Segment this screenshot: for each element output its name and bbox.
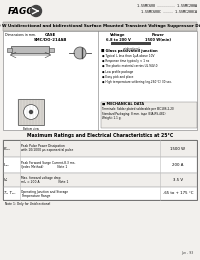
Bar <box>7 48 12 51</box>
Bar <box>49 48 54 51</box>
Bar <box>0 0 200 22</box>
Text: Weight: 1.1 g.: Weight: 1.1 g. <box>102 116 121 120</box>
Text: ● Easy pick and place: ● Easy pick and place <box>102 75 133 79</box>
Bar <box>18 99 44 125</box>
Text: ● Response time typically < 1 ns: ● Response time typically < 1 ns <box>102 59 149 63</box>
Text: ● High temperature soldering (eg.260°C/ 30 sec.: ● High temperature soldering (eg.260°C/ … <box>102 80 172 84</box>
Text: 1500 W: 1500 W <box>170 146 186 151</box>
Bar <box>3 157 197 173</box>
Text: Maximum Ratings and Electrical Characteristics at 25°C: Maximum Ratings and Electrical Character… <box>27 133 173 138</box>
Text: ● The plastic material carries UL 94V-0: ● The plastic material carries UL 94V-0 <box>102 64 158 68</box>
Text: 200 A: 200 A <box>172 163 184 167</box>
Text: Operating Junction and Storage: Operating Junction and Storage <box>21 190 68 193</box>
Bar <box>3 22 197 31</box>
Bar <box>3 140 197 200</box>
Text: Tⱼ, Tₛₜₜ: Tⱼ, Tₛₜₜ <box>4 192 16 196</box>
Text: 3.5 V: 3.5 V <box>173 178 183 182</box>
Text: V₆: V₆ <box>4 178 8 182</box>
Text: Voltage
6.8 to 200 V: Voltage 6.8 to 200 V <box>106 33 130 42</box>
Text: mI₆ = 200 A                   Note 1: mI₆ = 200 A Note 1 <box>21 180 68 184</box>
Bar <box>3 187 197 200</box>
Bar <box>3 140 197 157</box>
Text: 1.5SMC6V8C ..... 1.5SMC200CA: 1.5SMC6V8C ..... 1.5SMC200CA <box>141 10 197 14</box>
Text: Pₚₐᵥ: Pₚₐᵥ <box>4 146 11 151</box>
Bar <box>3 31 197 130</box>
Text: Max. forward voltage drop: Max. forward voltage drop <box>21 176 60 180</box>
Text: unidirectional: unidirectional <box>122 47 140 51</box>
Text: 1.5SMC6V8 ......... 1.5SMC200A: 1.5SMC6V8 ......... 1.5SMC200A <box>137 4 197 8</box>
Text: Power
1500 W(min): Power 1500 W(min) <box>145 33 171 42</box>
Text: Standard Packaging: 8 mm. tape (EIA-RS-481): Standard Packaging: 8 mm. tape (EIA-RS-4… <box>102 112 166 115</box>
Bar <box>3 173 197 187</box>
Text: ● Low profile package: ● Low profile package <box>102 70 133 74</box>
Text: ■ MECHANICAL DATA: ■ MECHANICAL DATA <box>102 102 144 106</box>
Circle shape <box>24 105 38 119</box>
Text: (Jedec Method)              Note 1: (Jedec Method) Note 1 <box>21 165 67 169</box>
Circle shape <box>30 110 32 114</box>
Circle shape <box>74 47 86 59</box>
Text: Peak Forward Surge Current,8.3 ms.: Peak Forward Surge Current,8.3 ms. <box>21 161 76 165</box>
Text: Temperature Range: Temperature Range <box>21 193 50 198</box>
Text: Note 1: Only for Unidirectional: Note 1: Only for Unidirectional <box>5 202 50 206</box>
Text: ■ Glass passivated junction: ■ Glass passivated junction <box>101 49 158 53</box>
Text: CASE
SMC/DO-214AB: CASE SMC/DO-214AB <box>34 33 67 42</box>
Text: Dimensions in mm.: Dimensions in mm. <box>5 33 36 37</box>
Text: 1500 W Unidirectional and bidirectional Surface Mounted Transient Voltage Suppre: 1500 W Unidirectional and bidirectional … <box>0 24 200 29</box>
Circle shape <box>30 5 42 16</box>
Text: Bottom view: Bottom view <box>23 127 39 131</box>
Text: Iₚₐᵥ: Iₚₐᵥ <box>4 163 10 167</box>
Text: Terminals: Solder plated solderable per IEC186-2-20: Terminals: Solder plated solderable per … <box>102 107 174 111</box>
Text: Peak Pulse Power Dissipation: Peak Pulse Power Dissipation <box>21 145 65 148</box>
Text: ● Typical Iₔ less than 1μA above 10V: ● Typical Iₔ less than 1μA above 10V <box>102 54 154 58</box>
Text: -65 to + 175 °C: -65 to + 175 °C <box>163 192 193 196</box>
Text: with 10/1000 μs exponential pulse: with 10/1000 μs exponential pulse <box>21 148 73 153</box>
Bar <box>11 46 49 53</box>
Text: Jun - 93: Jun - 93 <box>181 251 193 255</box>
Text: FAGOR: FAGOR <box>8 6 42 16</box>
Bar <box>111 42 151 45</box>
Bar <box>101 102 197 128</box>
